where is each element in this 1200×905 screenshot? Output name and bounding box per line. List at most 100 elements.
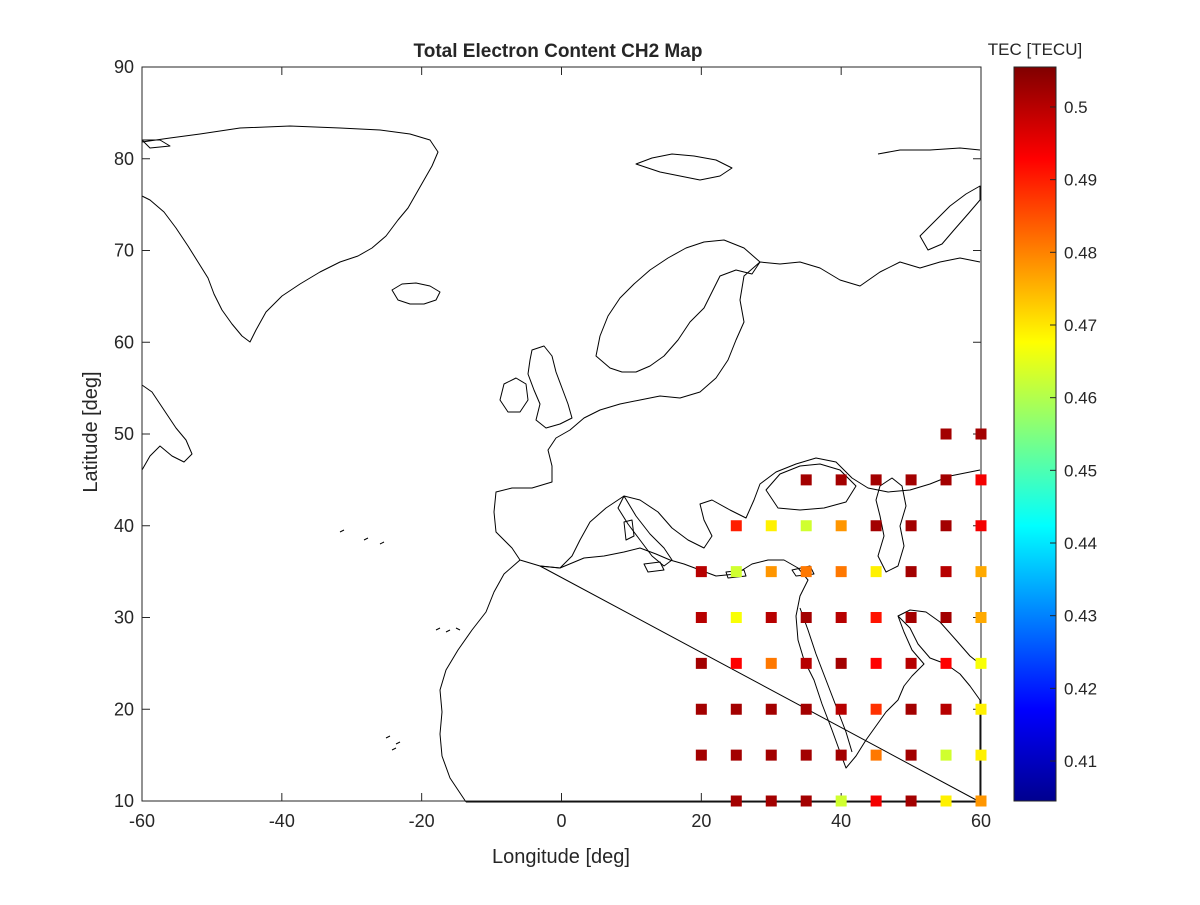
data-point <box>905 612 917 623</box>
data-point <box>975 520 987 532</box>
coastline-ellesmere <box>141 139 171 149</box>
data-point <box>835 566 847 578</box>
colorbar-tick-label: 0.44 <box>1064 534 1097 553</box>
data-point <box>835 612 847 623</box>
x-tick-label: -40 <box>269 811 295 831</box>
colorbar-label: TEC [TECU] <box>988 40 1082 59</box>
chart-title: Total Electron Content CH2 Map <box>414 41 703 62</box>
y-tick-label: 70 <box>114 241 134 261</box>
data-point <box>835 474 847 486</box>
data-point <box>730 566 742 578</box>
coastline-svalbard <box>635 153 733 181</box>
data-point <box>695 749 707 761</box>
coastline-cape-verde <box>385 735 401 751</box>
data-point <box>870 520 882 532</box>
x-tick-label: -60 <box>129 811 155 831</box>
data-point <box>800 749 812 761</box>
x-tick-label: 60 <box>971 811 991 831</box>
data-point <box>940 474 952 486</box>
data-point <box>730 795 742 807</box>
data-point <box>870 703 882 715</box>
coastline-ireland <box>499 377 529 413</box>
data-point <box>975 795 987 807</box>
data-point <box>870 566 882 578</box>
data-point <box>905 657 917 669</box>
data-point <box>730 612 742 623</box>
data-point <box>870 474 882 486</box>
data-point <box>765 795 777 807</box>
data-point <box>800 795 812 807</box>
y-tick-label: 10 <box>114 791 134 811</box>
y-tick-label: 20 <box>114 699 134 719</box>
data-point <box>695 612 707 623</box>
data-point <box>835 749 847 761</box>
data-point <box>730 520 742 532</box>
y-axis-label: Latitude [deg] <box>80 371 102 492</box>
coastline-italy <box>617 495 673 567</box>
coastline-canary-islands <box>435 627 461 633</box>
data-point <box>975 703 987 715</box>
colorbar-tick-label: 0.5 <box>1064 98 1088 117</box>
data-point <box>975 612 987 623</box>
data-point <box>870 657 882 669</box>
data-point <box>940 657 952 669</box>
data-point <box>975 566 987 578</box>
y-axis: 10 20 30 40 50 60 70 80 90 <box>114 57 981 811</box>
data-point <box>940 749 952 761</box>
colorbar-tick-label: 0.49 <box>1064 171 1097 190</box>
data-point <box>940 703 952 715</box>
data-point <box>800 703 812 715</box>
data-point <box>765 703 777 715</box>
data-point <box>940 566 952 578</box>
data-point <box>730 657 742 669</box>
data-point <box>870 749 882 761</box>
coastline-greenland <box>141 125 439 343</box>
colorbar <box>1013 66 1057 802</box>
data-point <box>870 795 882 807</box>
data-point <box>765 520 777 532</box>
data-point <box>940 612 952 623</box>
data-point <box>905 749 917 761</box>
y-tick-label: 50 <box>114 424 134 444</box>
data-point <box>800 566 812 578</box>
data-point <box>800 657 812 669</box>
y-tick-label: 30 <box>114 608 134 628</box>
data-point <box>905 566 917 578</box>
coastline-africa-arabia <box>439 547 981 803</box>
data-point <box>940 795 952 807</box>
data-point <box>905 474 917 486</box>
data-point <box>975 657 987 669</box>
coastline-arctic-islands <box>877 147 981 155</box>
data-point <box>765 657 777 669</box>
data-point <box>800 520 812 532</box>
coastline-caspian-sea <box>875 477 907 573</box>
data-point <box>905 703 917 715</box>
x-tick-label: 0 <box>556 811 566 831</box>
coastline-britain <box>527 345 573 429</box>
data-point <box>800 474 812 486</box>
data-point <box>765 612 777 623</box>
x-tick-label: 20 <box>691 811 711 831</box>
x-tick-label: -20 <box>409 811 435 831</box>
colorbar-ticks: 0.41 0.42 0.43 0.44 0.45 0.46 0.47 0.48 0.49 0.5 <box>1050 98 1097 771</box>
coastline-sardinia <box>623 519 635 541</box>
data-point <box>835 795 847 807</box>
colorbar-tick-label: 0.46 <box>1064 389 1097 408</box>
data-points-layer <box>695 428 987 807</box>
x-axis-label: Longitude [deg] <box>492 846 630 868</box>
data-point <box>835 520 847 532</box>
y-tick-label: 60 <box>114 332 134 352</box>
colorbar-tick-label: 0.45 <box>1064 461 1097 480</box>
data-point <box>905 520 917 532</box>
data-point <box>730 749 742 761</box>
data-point <box>765 566 777 578</box>
x-tick-label: 40 <box>831 811 851 831</box>
data-point <box>975 474 987 486</box>
data-point <box>940 428 952 440</box>
coastline-azores <box>339 529 385 545</box>
y-tick-label: 90 <box>114 57 134 77</box>
data-point <box>695 703 707 715</box>
